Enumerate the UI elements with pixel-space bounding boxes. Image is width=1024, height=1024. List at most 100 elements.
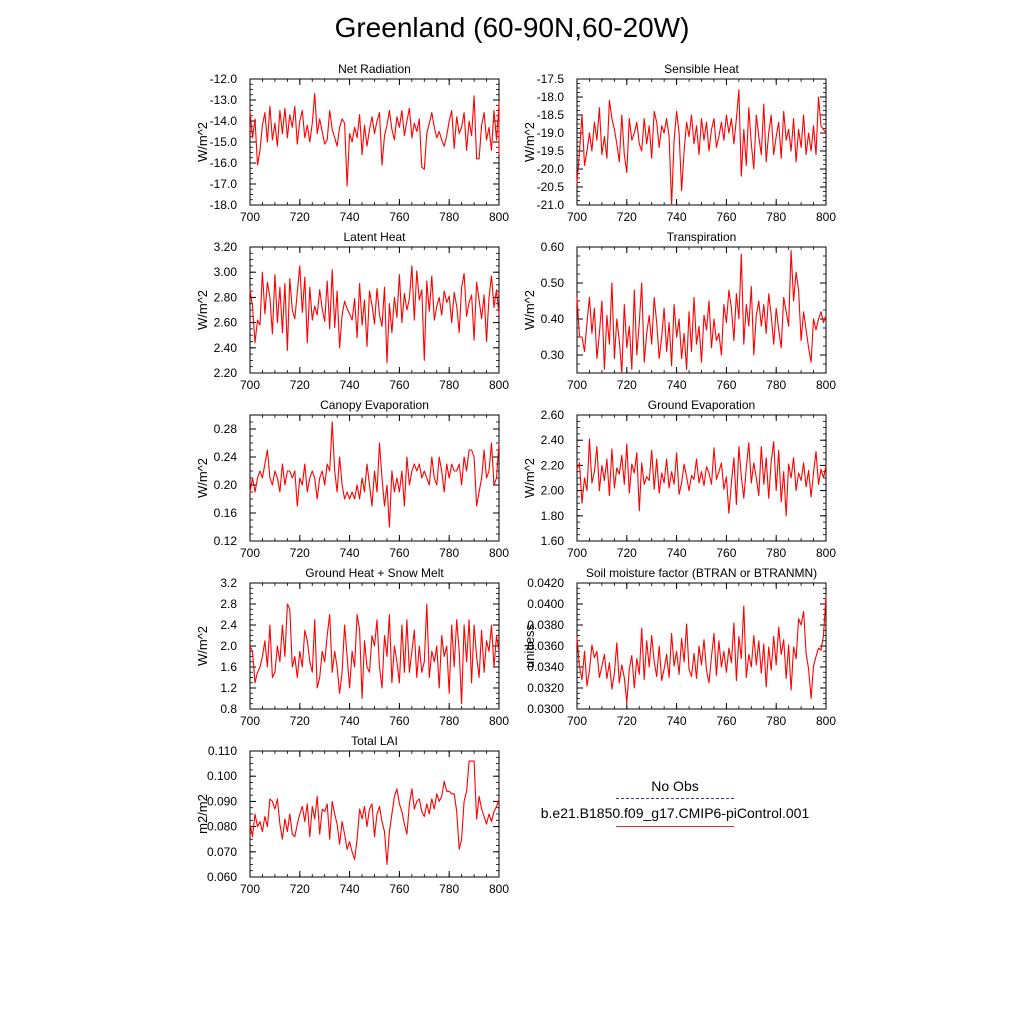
y-axis-label: W/m^2 bbox=[195, 122, 210, 162]
x-tick-label: 760 bbox=[389, 210, 409, 224]
y-tick-label: 3.20 bbox=[214, 240, 238, 254]
x-tick-label: 740 bbox=[340, 714, 360, 728]
x-tick-label: 700 bbox=[567, 714, 587, 728]
x-tick-label: 740 bbox=[340, 210, 360, 224]
x-tick-label: 720 bbox=[617, 210, 637, 224]
y-tick-label: 0.070 bbox=[207, 845, 237, 859]
x-tick-label: 780 bbox=[766, 546, 786, 560]
x-tick-label: 800 bbox=[816, 378, 836, 392]
y-tick-label: 3.2 bbox=[220, 576, 237, 590]
y-tick-label: 0.50 bbox=[541, 276, 565, 290]
y-tick-label: 2.0 bbox=[220, 639, 237, 653]
series-line bbox=[249, 93, 500, 187]
y-tick-label: 0.30 bbox=[541, 348, 565, 362]
x-tick-label: 760 bbox=[716, 714, 736, 728]
x-tick-label: 740 bbox=[667, 714, 687, 728]
panel-title: Canopy Evaporation bbox=[320, 398, 429, 412]
y-tick-label: -13.0 bbox=[210, 93, 238, 107]
legend: No Obs b.e21.B1850.f09_g17.CMIP6-piContr… bbox=[520, 778, 830, 827]
x-tick-label: 800 bbox=[489, 210, 509, 224]
panel-title: Net Radiation bbox=[338, 62, 411, 76]
y-tick-label: 0.24 bbox=[214, 450, 238, 464]
x-tick-label: 740 bbox=[340, 378, 360, 392]
panel-title: Latent Heat bbox=[343, 230, 406, 244]
x-tick-label: 780 bbox=[766, 714, 786, 728]
panel-title: Transpiration bbox=[667, 230, 737, 244]
chart-panel-6: Ground Heat + Snow Melt W/m^2 3.2 2.8 2.4 2.0… bbox=[195, 566, 509, 728]
y-tick-label: -14.0 bbox=[210, 114, 238, 128]
x-tick-label: 780 bbox=[766, 378, 786, 392]
y-tick-label: -18.0 bbox=[537, 90, 565, 104]
y-tick-label: 2.8 bbox=[220, 597, 237, 611]
y-tick-label: 2.60 bbox=[541, 408, 565, 422]
chart-panel-1: Sensible Heat W/m^2 -17.5 -18.0 -18.5 -19.0 -1… bbox=[522, 62, 836, 224]
series-line bbox=[576, 595, 827, 704]
y-tick-label: 0.110 bbox=[208, 744, 237, 758]
panel-title: Sensible Heat bbox=[664, 62, 739, 76]
chart-panel-4: Canopy Evaporation W/m^2 0.28 0.24 0.20 0.16 0… bbox=[195, 398, 509, 560]
y-tick-label: 1.2 bbox=[220, 681, 237, 695]
x-tick-label: 800 bbox=[489, 714, 509, 728]
chart-panel-0: Net Radiation W/m^2 -12.0 -13.0 -14.0 -15.0 -1… bbox=[195, 62, 509, 224]
y-tick-label: 0.20 bbox=[214, 478, 238, 492]
x-tick-label: 700 bbox=[567, 378, 587, 392]
series-line bbox=[249, 760, 500, 865]
x-tick-label: 740 bbox=[667, 378, 687, 392]
y-axis-label: unitless bbox=[522, 623, 537, 668]
x-tick-label: 700 bbox=[240, 210, 260, 224]
plot-frame bbox=[576, 78, 827, 206]
series-line bbox=[576, 438, 827, 517]
x-tick-label: 720 bbox=[290, 546, 310, 560]
y-tick-label: 0.080 bbox=[207, 820, 237, 834]
x-tick-label: 780 bbox=[439, 546, 459, 560]
x-tick-label: 760 bbox=[716, 378, 736, 392]
y-tick-label: 0.0300 bbox=[527, 702, 564, 716]
panel-title: Total LAI bbox=[351, 734, 398, 748]
plot-frame bbox=[249, 246, 500, 374]
y-tick-label: 1.6 bbox=[220, 660, 237, 674]
legend-obs-label: No Obs bbox=[651, 778, 699, 794]
x-tick-label: 780 bbox=[439, 882, 459, 896]
chart-panel-8: Total LAI m2/m2 0.110 0.100 0.090 0.080 0.070 0… bbox=[195, 734, 509, 896]
x-tick-label: 720 bbox=[290, 882, 310, 896]
y-tick-label: -16.0 bbox=[210, 156, 238, 170]
y-tick-label: 0.090 bbox=[207, 794, 237, 808]
x-tick-label: 720 bbox=[290, 210, 310, 224]
y-tick-label: 0.100 bbox=[207, 769, 237, 783]
x-tick-label: 760 bbox=[389, 546, 409, 560]
plot-frame bbox=[249, 750, 500, 878]
y-tick-label: 2.40 bbox=[541, 433, 565, 447]
y-tick-label: -19.0 bbox=[537, 126, 565, 140]
x-tick-label: 780 bbox=[766, 210, 786, 224]
series-line bbox=[249, 603, 500, 705]
y-tick-label: -20.5 bbox=[537, 180, 565, 194]
x-tick-label: 760 bbox=[716, 546, 736, 560]
y-tick-label: 0.28 bbox=[214, 422, 238, 436]
x-tick-label: 800 bbox=[489, 378, 509, 392]
y-tick-label: -19.5 bbox=[537, 144, 565, 158]
y-tick-label: 0.12 bbox=[214, 534, 238, 548]
y-tick-label: -18.0 bbox=[210, 198, 238, 212]
y-tick-label: -18.5 bbox=[537, 108, 565, 122]
x-tick-label: 780 bbox=[439, 714, 459, 728]
chart-panel-7: Soil moisture factor (BTRAN or BTRANMN) u… bbox=[522, 566, 836, 728]
series-line bbox=[249, 421, 500, 528]
y-tick-label: -21.0 bbox=[537, 198, 565, 212]
y-tick-label: 0.40 bbox=[541, 312, 565, 326]
x-tick-label: 740 bbox=[340, 546, 360, 560]
x-tick-label: 800 bbox=[489, 882, 509, 896]
y-tick-label: 0.60 bbox=[541, 240, 565, 254]
x-tick-label: 700 bbox=[240, 546, 260, 560]
y-axis-label: W/m^2 bbox=[195, 458, 210, 498]
y-axis-label: W/m^2 bbox=[522, 122, 537, 162]
x-tick-label: 780 bbox=[439, 378, 459, 392]
y-tick-label: 0.0320 bbox=[527, 681, 564, 695]
panel-title: Soil moisture factor (BTRAN or BTRANMN) bbox=[586, 566, 817, 580]
x-tick-label: 740 bbox=[340, 882, 360, 896]
series-line bbox=[249, 265, 500, 364]
y-tick-label: 1.80 bbox=[541, 509, 565, 523]
y-tick-label: -12.0 bbox=[210, 72, 238, 86]
y-tick-label: 0.0380 bbox=[527, 618, 564, 632]
series-line bbox=[576, 250, 827, 374]
